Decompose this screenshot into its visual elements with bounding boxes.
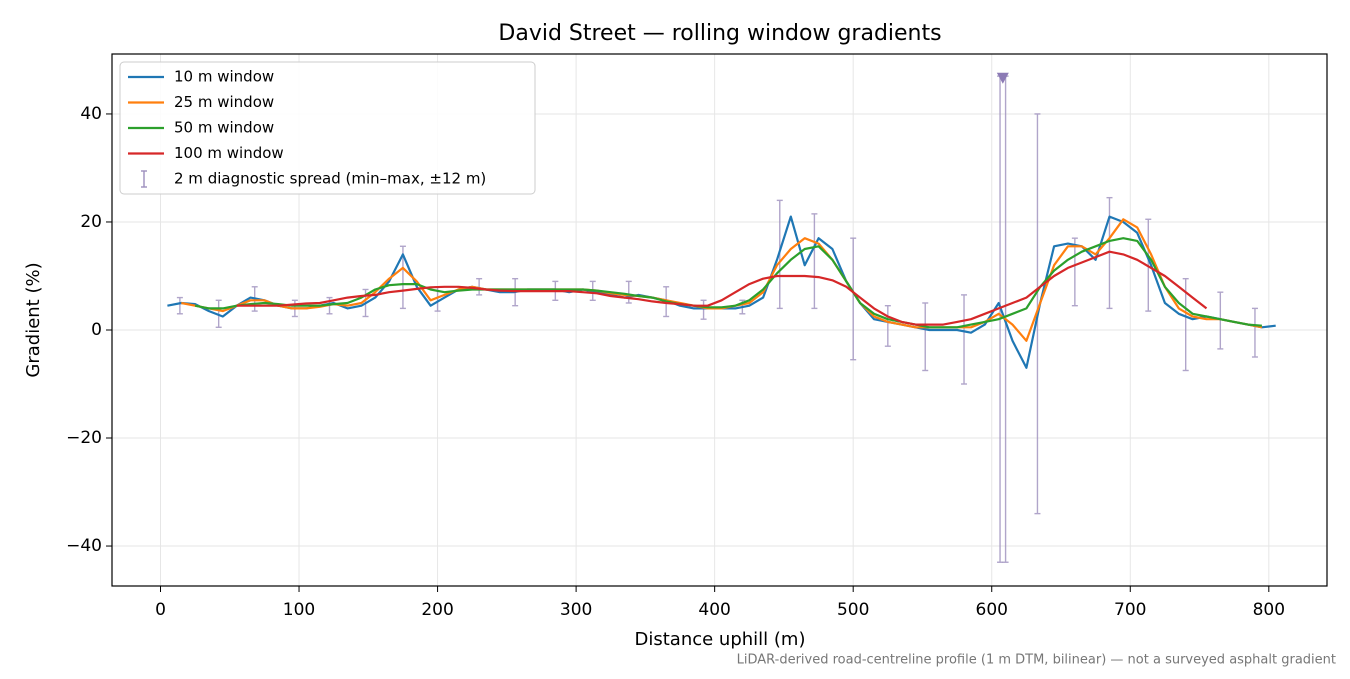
error-bar	[1071, 237, 1078, 307]
chart-title: David Street — rolling window gradients	[498, 21, 941, 46]
y-axis-label: Gradient (%)	[23, 262, 44, 377]
error-bar	[176, 296, 183, 315]
series-line	[194, 237, 1262, 329]
x-tick-label: 200	[421, 600, 453, 620]
x-tick-label: 700	[1114, 600, 1146, 620]
legend-swatch	[141, 170, 147, 188]
error-bar	[961, 294, 968, 385]
clipped-marker	[996, 72, 1009, 84]
legend-box	[119, 61, 536, 195]
x-tick-label: 600	[976, 600, 1008, 620]
y-tick-label: 20	[80, 212, 102, 232]
y-tick-label: −40	[66, 536, 102, 556]
x-tick-label: 0	[155, 600, 166, 620]
x-tick-label: 400	[698, 600, 730, 620]
x-tick-label: 800	[1253, 600, 1285, 620]
x-tick-label: 100	[283, 600, 315, 620]
y-tick-label: 0	[91, 320, 102, 340]
x-tick-label: 500	[837, 600, 869, 620]
error-bar	[625, 280, 632, 304]
error-bar	[1182, 277, 1189, 372]
series-line	[236, 250, 1208, 326]
plot-frame	[111, 53, 1328, 587]
error-bar	[884, 304, 891, 347]
error-bar	[811, 213, 818, 310]
error-bar	[1217, 291, 1224, 350]
legend-label: 2 m diagnostic spread (min–max, ±12 m)	[174, 170, 486, 188]
x-tick-label: 300	[560, 600, 592, 620]
error-bar	[1251, 307, 1258, 358]
error-bar	[700, 299, 707, 320]
footnote: LiDAR-derived road-centreline profile (1…	[737, 653, 1336, 668]
error-bar	[922, 302, 929, 372]
legend-label: 100 m window	[174, 144, 284, 162]
legend-label: 50 m window	[174, 119, 274, 137]
y-tick-label: −20	[66, 428, 102, 448]
series-line	[181, 218, 1263, 342]
error-bar	[850, 237, 857, 361]
legend-label: 10 m window	[174, 68, 274, 86]
legend-label: 25 m window	[174, 93, 274, 111]
error-bar	[476, 277, 483, 296]
y-tick-label: 40	[80, 104, 102, 124]
x-axis-label: Distance uphill (m)	[635, 629, 806, 650]
